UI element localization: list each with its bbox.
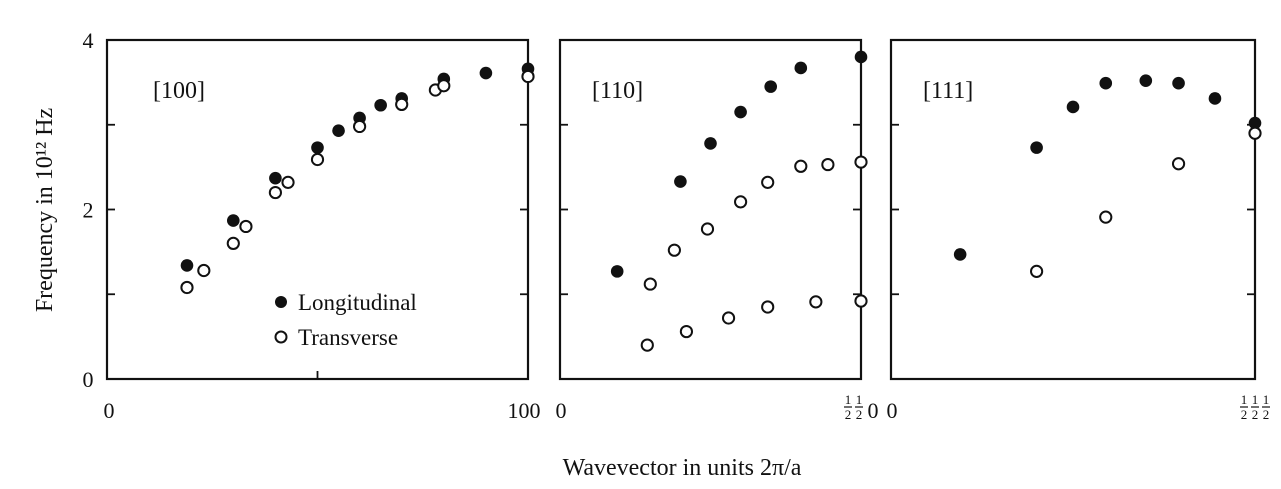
- point-transverse: [226, 236, 240, 250]
- point-longitudinal: [1066, 100, 1080, 114]
- point-transverse: [721, 311, 736, 325]
- svg-text:1: 1: [856, 392, 863, 407]
- svg-text:1: 1: [1263, 392, 1270, 407]
- svg-text:2: 2: [856, 407, 863, 422]
- point-longitudinal: [1248, 116, 1262, 130]
- panel-label: [100]: [153, 78, 205, 104]
- point-transverse: [809, 295, 823, 309]
- point-transverse: [1030, 264, 1044, 278]
- point-transverse: [640, 338, 654, 352]
- point-transverse: [310, 152, 325, 167]
- point-transverse: [854, 294, 868, 308]
- point-transverse: [794, 159, 808, 173]
- y-tick-labels: 0 2 4: [83, 28, 94, 392]
- x-tick-label-start: 0: [104, 398, 115, 423]
- y-tick-label: 4: [83, 28, 94, 53]
- point-longitudinal: [332, 124, 345, 137]
- point-longitudinal: [311, 141, 324, 154]
- svg-text:2: 2: [1241, 407, 1248, 422]
- point-transverse: [395, 97, 409, 112]
- panel-label: [111]: [923, 78, 973, 104]
- point-transverse: [1248, 126, 1262, 140]
- point-longitudinal: [610, 265, 624, 278]
- point-transverse: [854, 155, 868, 169]
- point-longitudinal: [479, 66, 493, 80]
- svg-text:2: 2: [1263, 407, 1270, 422]
- svg-text:2: 2: [1252, 407, 1259, 422]
- x-axis-title: Wavevector in units 2π/a: [563, 455, 802, 481]
- x-tick-label-end: 0: [868, 398, 879, 423]
- point-transverse: [268, 185, 282, 200]
- svg-text:1: 1: [1252, 392, 1259, 407]
- point-longitudinal: [180, 259, 194, 272]
- legend-open-marker: [274, 330, 288, 344]
- point-transverse: [353, 119, 367, 134]
- legend-label-longitudinal: Longitudinal: [298, 290, 417, 315]
- point-transverse: [821, 157, 835, 172]
- x-tick-label-end: 100: [508, 398, 541, 423]
- x-tick-label-end: 12: [1240, 392, 1248, 422]
- y-axis-title: Frequency in 10¹² Hz: [32, 108, 58, 312]
- point-transverse: [761, 300, 775, 314]
- point-transverse: [667, 243, 681, 257]
- point-transverse: [521, 69, 535, 84]
- x-tick-label-start: 0: [556, 398, 567, 423]
- point-longitudinal: [854, 50, 868, 64]
- point-longitudinal: [704, 137, 717, 150]
- point-longitudinal: [764, 80, 777, 93]
- svg-text:1: 1: [845, 392, 852, 407]
- point-transverse: [1099, 210, 1113, 224]
- panel-label: [110]: [592, 78, 643, 104]
- legend-label-transverse: Transverse: [298, 325, 398, 350]
- point-transverse: [700, 222, 715, 236]
- point-longitudinal: [1030, 141, 1043, 154]
- point-transverse: [239, 219, 253, 234]
- point-transverse: [643, 277, 657, 291]
- point-longitudinal: [953, 248, 967, 261]
- x-tick-label-end: 12: [1262, 392, 1270, 422]
- point-longitudinal: [674, 175, 687, 188]
- point-longitudinal: [1099, 76, 1113, 90]
- x-tick-label-end: 12: [855, 392, 863, 422]
- point-longitudinal: [269, 171, 282, 185]
- svg-text:1: 1: [1241, 392, 1248, 407]
- point-transverse: [679, 324, 694, 339]
- point-transverse: [281, 175, 295, 189]
- y-tick-label: 0: [83, 367, 94, 392]
- point-longitudinal: [1172, 76, 1185, 90]
- point-transverse: [1171, 157, 1186, 171]
- point-longitudinal: [794, 61, 808, 75]
- point-transverse: [180, 280, 194, 295]
- point-transverse: [734, 195, 748, 209]
- svg-text:2: 2: [845, 407, 852, 422]
- point-transverse: [437, 79, 451, 93]
- point-longitudinal: [227, 214, 240, 227]
- x-tick-label-start: 0: [887, 398, 898, 423]
- legend: Longitudinal Transverse: [274, 290, 417, 350]
- y-tick-label: 2: [83, 198, 94, 223]
- legend-filled-marker: [275, 296, 287, 308]
- point-longitudinal: [1208, 92, 1222, 105]
- point-transverse: [197, 263, 211, 278]
- point-longitudinal: [1139, 74, 1153, 87]
- point-longitudinal: [374, 98, 387, 112]
- x-tick-label-end: 12: [844, 392, 852, 422]
- panel-1: [100] 0 100: [104, 38, 541, 423]
- point-longitudinal: [734, 105, 747, 119]
- point-transverse: [761, 175, 775, 189]
- x-tick-label-end: 12: [1251, 392, 1259, 422]
